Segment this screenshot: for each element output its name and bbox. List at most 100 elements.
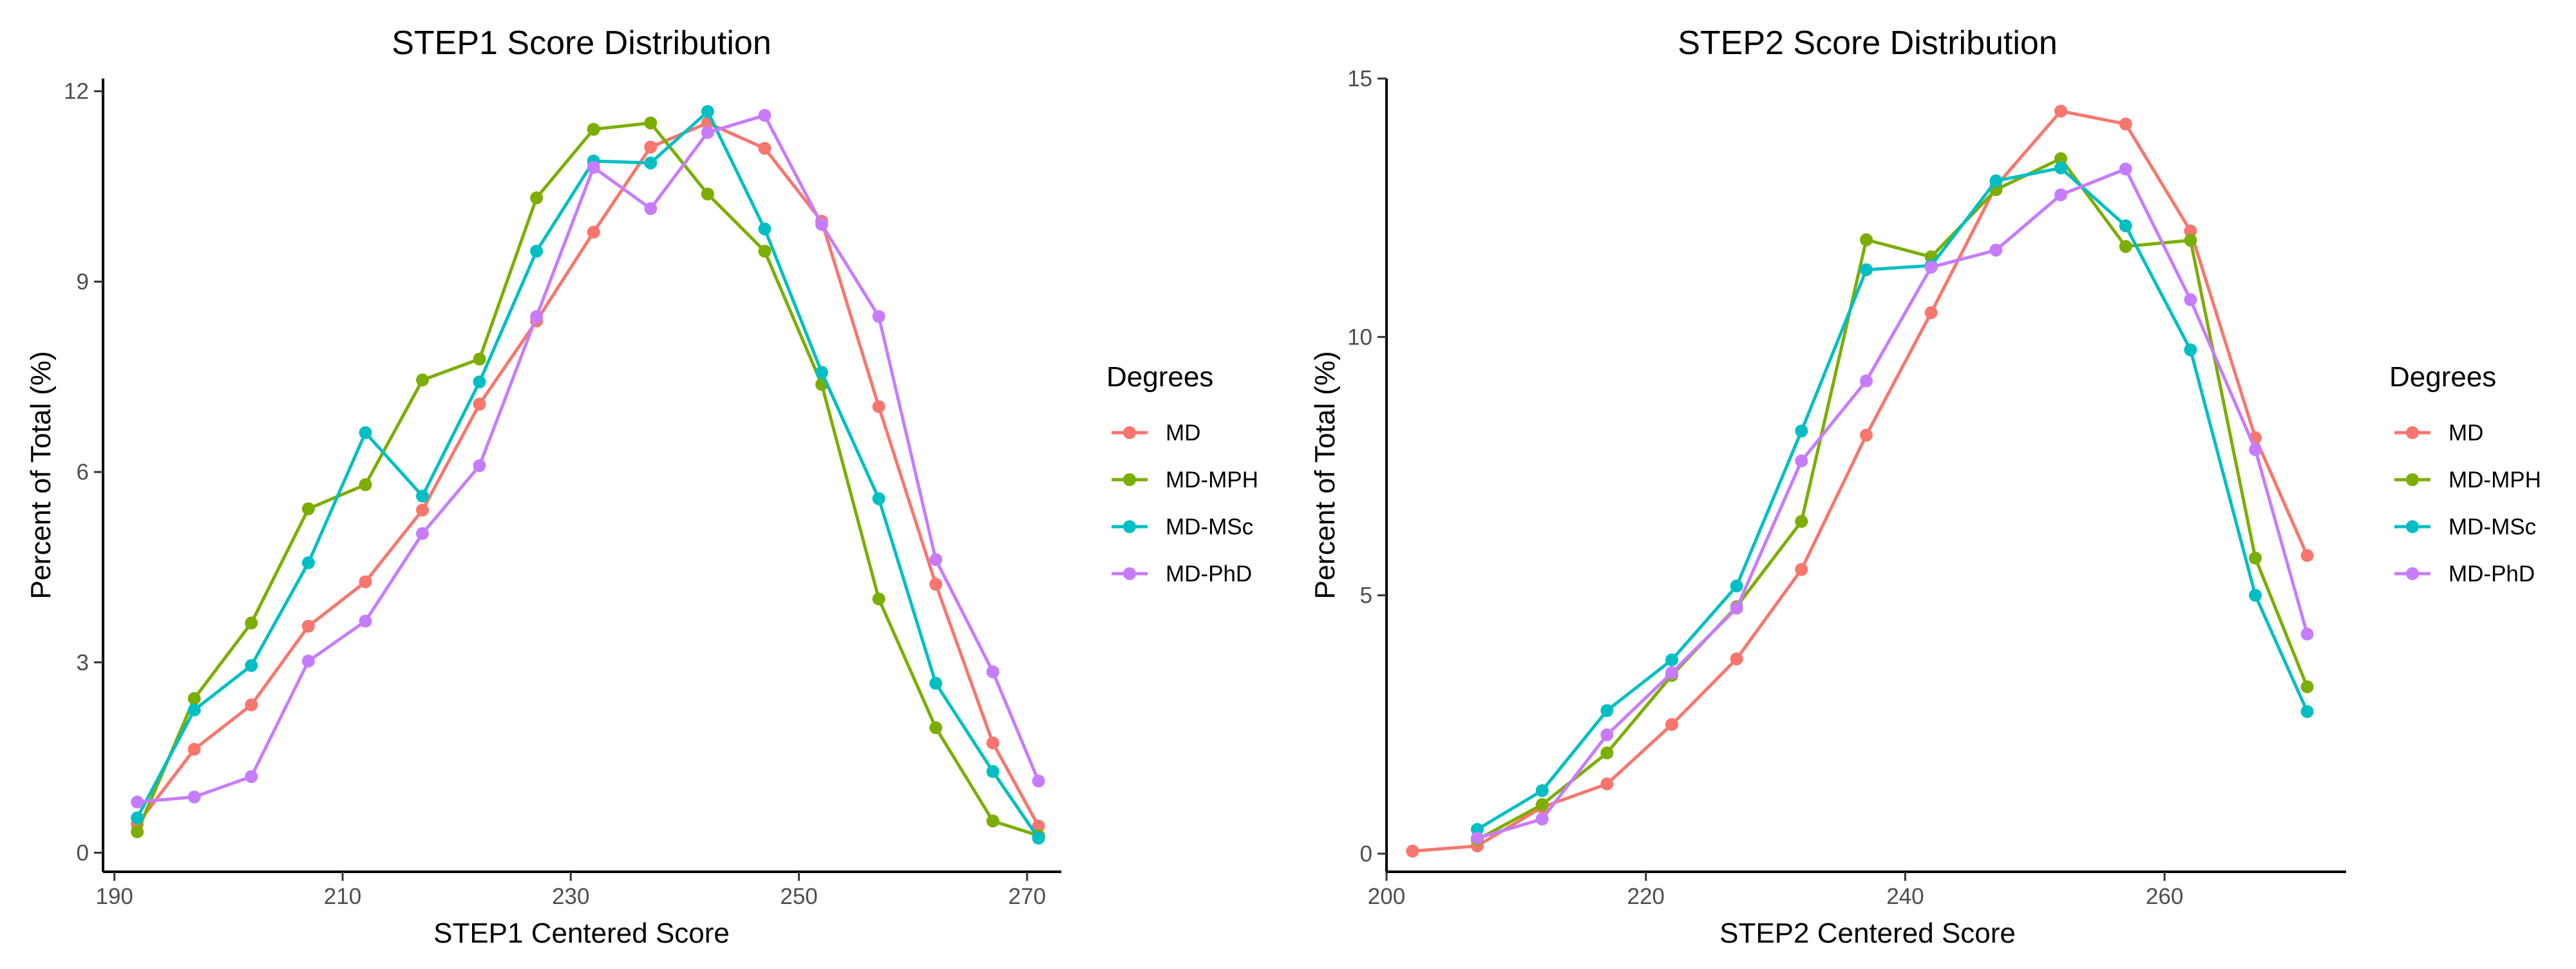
data-point-md-phd	[644, 202, 658, 216]
data-point-md-mph	[758, 245, 772, 258]
data-point-md-msc	[2119, 219, 2132, 232]
step2-chart: STEP2 Score Distribution Percent of Tota…	[1309, 24, 2541, 949]
data-point-md-phd	[758, 109, 772, 122]
data-point-md-msc	[2249, 588, 2262, 602]
data-point-md-phd	[815, 218, 828, 231]
data-point-md-mph	[131, 825, 144, 838]
series-md-msc	[1470, 161, 2314, 836]
data-point-md	[359, 575, 372, 588]
y-tick-label: 5	[1360, 583, 1372, 608]
data-point-md	[1032, 820, 1045, 833]
legend-label: MD-MPH	[1166, 467, 1258, 493]
data-point-md-mph	[587, 122, 600, 136]
data-point-md-msc	[301, 556, 315, 570]
data-point-md-phd	[2249, 443, 2262, 456]
series-md	[131, 116, 1045, 833]
data-point-md-mph	[2300, 680, 2314, 693]
x-tick-label: 250	[780, 884, 817, 909]
series-line-md-phd	[137, 113, 1040, 804]
data-point-md-msc	[187, 703, 201, 717]
x-tick-label: 270	[1009, 884, 1046, 909]
data-point-md-msc	[815, 366, 828, 379]
legend-item-md-mph: MD-MPH	[1112, 467, 1258, 493]
data-point-md-msc	[473, 375, 486, 389]
data-point-md	[301, 619, 315, 633]
series-line-md	[136, 121, 1040, 827]
data-point-md-msc	[416, 489, 429, 503]
series-md-mph	[131, 116, 1045, 842]
data-point-md-msc	[872, 492, 886, 505]
data-point-md-mph	[2119, 240, 2132, 253]
data-point-md	[416, 503, 429, 517]
data-point-md-mph	[2054, 152, 2068, 165]
data-point-md-msc	[1989, 174, 2003, 187]
data-point-md	[644, 140, 658, 154]
y-tick-label: 3	[77, 650, 89, 675]
y-tick-label: 10	[1347, 325, 1372, 350]
data-point-md	[758, 142, 772, 155]
x-tick-label: 210	[324, 884, 361, 909]
data-point-md	[1665, 718, 1678, 731]
y-axis-title: Percent of Total (%)	[1309, 351, 1341, 599]
legend-label: MD	[2448, 420, 2483, 446]
data-point-md-phd	[872, 310, 886, 323]
series-md-phd	[1470, 162, 2314, 845]
data-point-md-msc	[758, 222, 772, 236]
series-group	[131, 105, 1045, 845]
data-point-md-phd	[1535, 813, 1549, 826]
data-point-md	[1924, 306, 1938, 319]
data-point-md-msc	[245, 659, 258, 672]
legend-item-md-msc: MD-MSc	[1112, 514, 1253, 540]
data-point-md-phd	[1795, 454, 1808, 467]
legend-key-dot	[1123, 473, 1136, 486]
data-point-md-mph	[644, 116, 658, 129]
data-point-md-msc	[1535, 784, 1549, 797]
series-line-md	[1412, 109, 2309, 853]
data-point-md	[929, 578, 943, 591]
series-md-mph	[1470, 152, 2314, 847]
data-point-md-mph	[2249, 551, 2262, 565]
data-point-md-mph	[701, 187, 714, 201]
data-point-md-phd	[131, 795, 144, 809]
y-tick-label: 9	[77, 269, 89, 294]
data-point-md-msc	[1032, 831, 1045, 845]
data-point-md-phd	[416, 527, 429, 540]
data-point-md-mph	[1535, 798, 1549, 811]
data-point-md-phd	[2300, 627, 2314, 641]
data-point-md-phd	[986, 665, 999, 679]
data-point-md-phd	[187, 790, 201, 804]
data-point-md-mph	[1860, 233, 1873, 247]
data-point-md-phd	[245, 770, 258, 784]
data-point-md-mph	[301, 502, 315, 516]
legend-key-dot	[1123, 520, 1136, 533]
data-point-md-phd	[1924, 260, 1938, 274]
series-line-md-msc	[135, 109, 1040, 840]
data-point-md-phd	[301, 654, 315, 668]
series-line-md-phd	[1477, 167, 2309, 840]
data-point-md	[587, 225, 600, 239]
legend-key-dot	[2406, 473, 2419, 486]
legend-key-dot	[2406, 520, 2419, 533]
legend-title: Degrees	[2389, 361, 2496, 393]
axes	[1385, 79, 2346, 873]
data-point-md	[1795, 563, 1808, 576]
data-point-md-msc	[1730, 579, 1743, 593]
data-point-md-msc	[1665, 653, 1678, 666]
data-point-md-phd	[530, 310, 544, 323]
legend-item-md-phd: MD-PhD	[1112, 561, 1252, 587]
data-point-md	[1406, 844, 1419, 858]
data-point-md-phd	[473, 459, 486, 473]
data-point-md-phd	[1989, 243, 2003, 257]
data-point-md	[187, 742, 201, 756]
data-point-md-phd	[929, 553, 943, 567]
data-point-md	[2300, 549, 2314, 562]
chart-title: STEP2 Score Distribution	[1678, 24, 2058, 62]
x-tick-label: 220	[1627, 884, 1664, 909]
data-point-md-phd	[1665, 666, 1678, 679]
x-axis-title: STEP2 Centered Score	[1719, 917, 2016, 949]
y-tick-label: 0	[1360, 842, 1372, 867]
legend-label: MD-PhD	[2448, 561, 2535, 587]
legend-item-md: MD	[1112, 420, 1200, 446]
data-point-md	[2054, 104, 2068, 118]
